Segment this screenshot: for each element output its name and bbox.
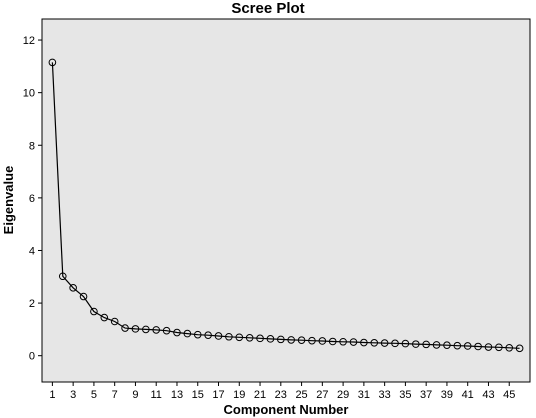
y-tick-label: 4 — [29, 245, 35, 257]
data-point — [318, 337, 327, 345]
data-point — [297, 336, 306, 344]
x-tick-label: 43 — [482, 389, 494, 401]
data-point — [401, 339, 410, 348]
data-point — [495, 343, 503, 352]
x-tick-label: 5 — [91, 389, 97, 401]
x-tick-label: 21 — [254, 389, 266, 401]
plot-area — [41, 18, 531, 383]
y-tick-label: 12 — [23, 35, 35, 47]
data-point — [453, 341, 462, 350]
y-tick-label: 2 — [29, 298, 35, 310]
data-point — [225, 332, 233, 341]
data-point — [69, 284, 77, 292]
x-tick-label: 35 — [399, 389, 411, 401]
data-point — [380, 339, 389, 347]
x-tick-label: 45 — [503, 389, 515, 401]
data-point — [391, 339, 399, 348]
x-tick-label: 39 — [441, 389, 453, 401]
data-point — [100, 313, 109, 322]
data-point — [360, 338, 368, 347]
data-point — [443, 341, 451, 349]
data-point — [484, 343, 493, 351]
data-point — [90, 307, 98, 316]
x-tick-label: 31 — [358, 389, 370, 401]
data-point — [162, 326, 171, 335]
data-point — [235, 333, 244, 342]
data-point — [411, 340, 420, 348]
x-tick-label: 23 — [275, 389, 287, 401]
data-point — [256, 334, 264, 343]
data-point — [79, 292, 88, 301]
data-point — [58, 272, 67, 281]
x-tick-label: 15 — [192, 389, 204, 401]
data-point — [204, 331, 212, 339]
data-point — [173, 328, 181, 337]
data-point — [474, 342, 482, 351]
x-tick-label: 41 — [462, 389, 474, 401]
x-tick-label: 25 — [295, 389, 307, 401]
y-tick-label: 6 — [29, 193, 35, 205]
data-point — [308, 336, 316, 345]
data-point — [277, 335, 285, 344]
x-tick-label: 1 — [49, 389, 55, 401]
data-point — [193, 330, 202, 339]
data-point — [515, 344, 524, 353]
data-point — [339, 337, 347, 346]
x-axis-label: Component Number — [224, 402, 349, 417]
x-tick-label: 33 — [379, 389, 391, 401]
series-line — [51, 62, 520, 349]
data-point — [245, 334, 254, 342]
data-point — [48, 58, 57, 67]
y-tick-label: 8 — [29, 140, 35, 152]
x-axis: 1 3 5 7 9 11 13 15 17 19 21 23 25 27 29 31 33 35 37 39 41 43 4… — [49, 382, 515, 401]
x-tick-label: 9 — [132, 389, 138, 401]
data-point — [121, 324, 129, 332]
data-point — [349, 338, 358, 346]
data-point — [142, 325, 150, 334]
x-tick-label: 13 — [171, 389, 183, 401]
data-point — [370, 339, 379, 347]
x-tick-label: 3 — [70, 389, 76, 401]
data-point — [505, 344, 514, 352]
y-axis: 0 2 4 6 8 10 12 — [23, 35, 42, 363]
data-point — [131, 325, 140, 333]
x-tick-label: 37 — [420, 389, 432, 401]
data-point — [432, 341, 441, 349]
data-point — [328, 337, 337, 346]
data-point — [422, 340, 430, 349]
x-tick-label: 11 — [151, 389, 162, 401]
data-point — [214, 332, 223, 340]
y-tick-label: 0 — [29, 351, 35, 363]
data-point — [183, 329, 192, 338]
x-tick-label: 27 — [316, 389, 328, 401]
y-tick-label: 10 — [23, 88, 35, 100]
data-point — [152, 326, 161, 334]
x-tick-label: 29 — [337, 389, 349, 401]
chart-title: Scree Plot — [231, 0, 304, 17]
data-point — [110, 317, 119, 326]
x-tick-label: 7 — [112, 389, 118, 401]
y-axis-label: Eigenvalue — [1, 166, 16, 235]
data-point — [463, 342, 472, 350]
data-point — [287, 336, 295, 344]
data-point — [266, 335, 275, 343]
data-points — [48, 58, 524, 353]
x-tick-label: 19 — [233, 389, 245, 401]
x-tick-label: 17 — [212, 389, 224, 401]
